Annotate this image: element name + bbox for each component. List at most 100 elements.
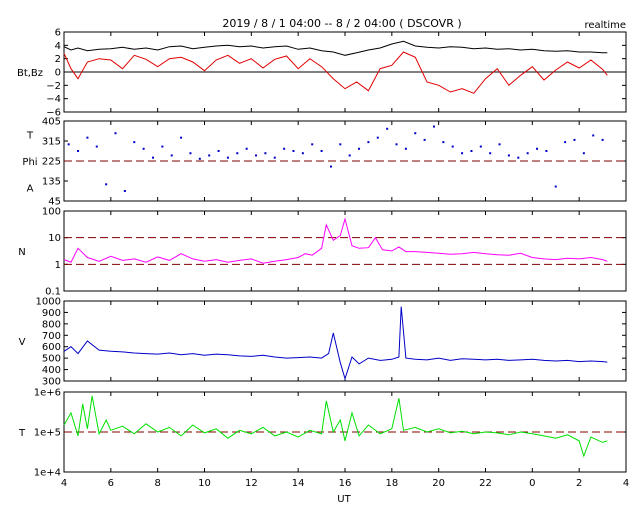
- y-tick-label: 6: [55, 28, 61, 39]
- y-tick-label: 10: [48, 233, 61, 244]
- data-point-phi: [161, 145, 164, 148]
- panel-ylabel: A: [27, 184, 34, 195]
- panel-phi: 405 315 225 135 45 T Phi A: [22, 117, 627, 208]
- data-point-phi: [77, 150, 80, 152]
- panel-ylabel: N: [18, 247, 25, 258]
- y-tick-label: 135: [42, 177, 61, 188]
- y-tick-label: 1e+5: [34, 428, 61, 439]
- data-point-phi: [489, 152, 492, 155]
- data-point-phi: [329, 165, 332, 168]
- panel-frame: [63, 210, 627, 292]
- data-point-phi: [461, 152, 464, 155]
- chart-title: 2019 / 8 / 1 04:00 -- 8 / 2 04:00 ( DSCO…: [222, 17, 461, 30]
- data-point-phi: [442, 141, 445, 144]
- y-tick-label: 225: [42, 157, 61, 168]
- data-point-phi: [517, 156, 520, 159]
- data-point-phi: [404, 147, 407, 150]
- panel-ylabel: T: [26, 130, 34, 141]
- data-point-phi: [217, 150, 220, 152]
- data-point-phi: [86, 136, 89, 139]
- data-point-phi: [554, 185, 557, 188]
- panel-temperature: 1e+6 1e+5 1e+4 T: [18, 388, 627, 479]
- data-point-phi: [198, 157, 201, 160]
- data-point-phi: [311, 143, 314, 146]
- data-point-phi: [114, 132, 117, 135]
- data-point-phi: [180, 136, 183, 139]
- data-point-phi: [292, 150, 295, 152]
- panel-ylabel: T: [18, 428, 26, 439]
- data-point-phi: [386, 127, 389, 130]
- y-tick-label: 400: [42, 365, 61, 376]
- data-point-phi: [320, 150, 323, 152]
- x-tick-label: 0: [529, 478, 535, 489]
- data-point-phi: [236, 152, 239, 155]
- x-tick-label: 2: [576, 478, 582, 489]
- data-point-phi: [283, 147, 286, 150]
- data-point-phi: [536, 147, 539, 150]
- data-point-phi: [95, 145, 98, 148]
- data-point-phi: [564, 141, 567, 144]
- x-axis: 4 6 8 10 12 14 16 18 20 22 0 2 4: [61, 478, 629, 489]
- data-point-phi: [189, 152, 192, 155]
- y-tick-label: 2: [55, 54, 61, 65]
- data-point-phi: [423, 138, 426, 141]
- data-point-phi: [376, 136, 379, 139]
- y-tick-label: 0: [55, 68, 61, 79]
- data-point-phi: [601, 138, 604, 141]
- panel-ylabel: Phi: [22, 157, 37, 168]
- y-tick-label: −4: [46, 94, 61, 105]
- y-tick-label: 300: [42, 377, 61, 388]
- data-point-phi: [582, 152, 585, 155]
- y-tick-label: −2: [46, 81, 61, 92]
- x-tick-label: 6: [108, 478, 114, 489]
- data-point-phi: [170, 154, 173, 157]
- y-tick-label: 45: [48, 197, 61, 208]
- series-line-t: [63, 395, 608, 458]
- data-point-phi: [339, 143, 342, 146]
- y-tick-label: 800: [42, 319, 61, 330]
- data-point-phi: [507, 154, 510, 157]
- y-tick-label: 500: [42, 354, 61, 365]
- panel-bt-bz: 6 4 2 0 −2 −4 −6 Bt,Bz: [17, 28, 627, 119]
- data-point-phi: [264, 152, 267, 155]
- data-point-phi: [470, 150, 473, 152]
- data-point-phi: [301, 152, 304, 155]
- data-point-phi: [545, 150, 548, 152]
- data-point-phi: [451, 145, 454, 148]
- data-point-phi: [573, 138, 576, 141]
- y-tick-label: 4: [55, 41, 61, 52]
- x-axis-label: UT: [337, 494, 351, 505]
- data-point-phi: [123, 190, 126, 192]
- y-tick-label: 1: [55, 260, 61, 271]
- data-point-phi: [526, 152, 529, 155]
- x-tick-label: 10: [198, 478, 211, 489]
- data-point-phi: [255, 154, 258, 157]
- y-tick-label: 1e+6: [34, 388, 61, 399]
- x-tick-label: 4: [623, 478, 629, 489]
- y-tick-label: 1000: [36, 297, 61, 308]
- panel-ylabel: V: [19, 337, 26, 348]
- data-point-phi: [105, 183, 108, 186]
- panel-frame: [63, 300, 627, 382]
- series-line-bt: [63, 40, 608, 56]
- y-tick-label: 315: [42, 137, 61, 148]
- series-line-bz: [63, 51, 608, 94]
- data-point-phi: [414, 132, 417, 135]
- realtime-label: realtime: [584, 20, 626, 31]
- x-tick-label: 4: [61, 478, 67, 489]
- y-tick-label: −6: [46, 108, 61, 119]
- y-tick-label: 405: [42, 117, 61, 128]
- data-point-phi: [142, 147, 145, 150]
- data-point-phi: [273, 156, 276, 159]
- data-point-phi: [133, 141, 136, 144]
- series-line-n: [63, 217, 608, 264]
- panel-ylabel: Bt,Bz: [17, 68, 43, 79]
- data-point-phi: [395, 143, 398, 146]
- data-point-phi: [348, 154, 351, 157]
- x-tick-label: 14: [292, 478, 305, 489]
- panels-group: 6420−2−4−6Bt,Bz40531522513545TPhiA100101…: [17, 28, 627, 479]
- data-point-phi: [432, 125, 435, 128]
- data-point-phi: [245, 147, 248, 150]
